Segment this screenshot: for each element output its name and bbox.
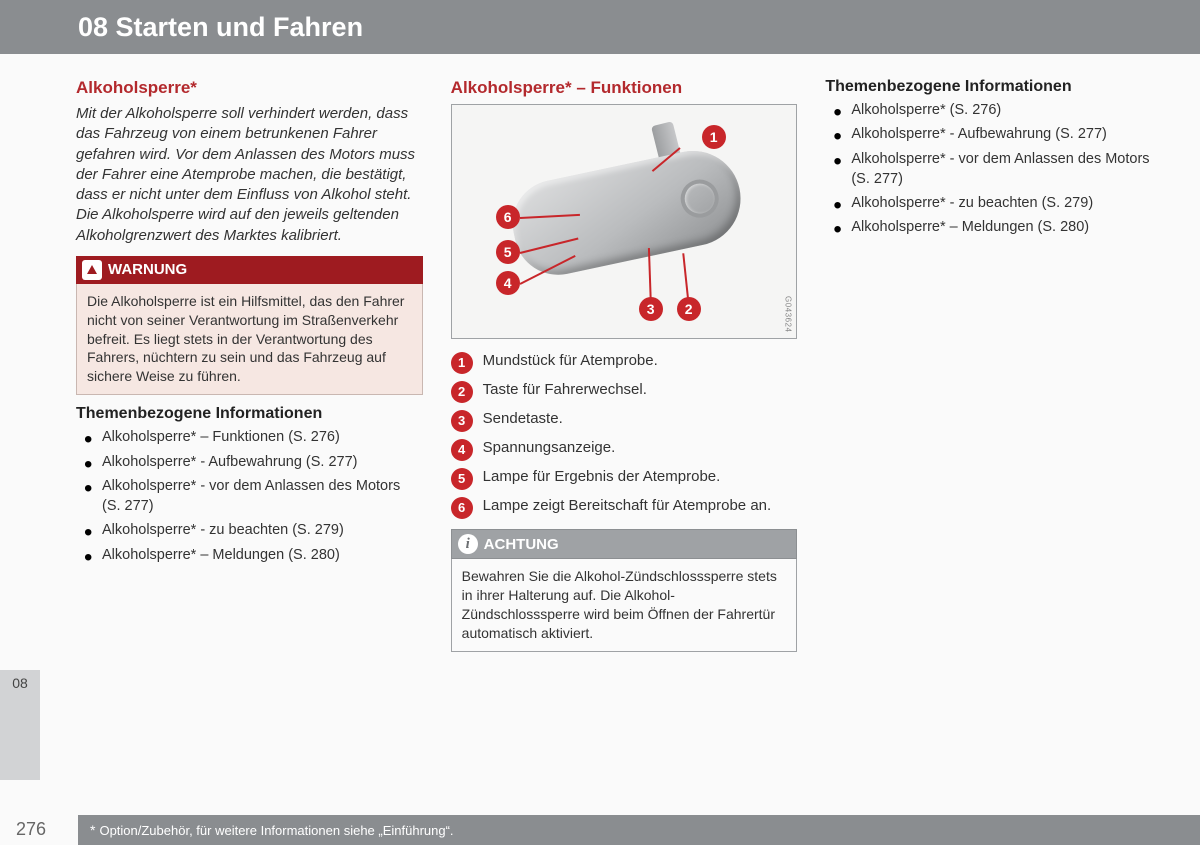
note-body: Bewahren Sie die Alkohol-Zündschlosssper… xyxy=(451,559,798,652)
list-item: Alkoholsperre* - zu beachten (S. 279) xyxy=(80,520,423,540)
legend-item: 4Spannungsanzeige. xyxy=(451,438,798,461)
image-code: G043624 xyxy=(783,296,792,332)
list-item: Alkoholsperre* – Funktionen (S. 276) xyxy=(80,427,423,447)
callout-5: 5 xyxy=(496,240,520,264)
callout-6: 6 xyxy=(496,205,520,229)
page-content: Alkoholsperre* Mit der Alkoholsperre sol… xyxy=(76,78,1172,775)
callout-2: 2 xyxy=(677,297,701,321)
warning-icon xyxy=(82,260,102,280)
section-title-2: Alkoholsperre* – Funktionen xyxy=(451,78,798,98)
related-list-1: Alkoholsperre* – Funktionen (S. 276) Alk… xyxy=(76,427,423,565)
list-item: Alkoholsperre* (S. 276) xyxy=(829,100,1172,120)
warning-box: WARNUNG Die Alkoholsperre ist ein Hilfsm… xyxy=(76,256,423,395)
list-item: Alkoholsperre* - Aufbewahrung (S. 277) xyxy=(829,124,1172,144)
warning-body: Die Alkoholsperre ist ein Hilfsmittel, d… xyxy=(76,284,423,395)
legend-item: 5Lampe für Ergebnis der Atemprobe. xyxy=(451,467,798,490)
related-heading-1: Themenbezogene Informationen xyxy=(76,405,423,423)
column-2: Alkoholsperre* – Funktionen 1 2 3 4 5 6 … xyxy=(451,78,798,775)
list-item: Alkoholsperre* - Aufbewahrung (S. 277) xyxy=(80,452,423,472)
callout-4: 4 xyxy=(496,271,520,295)
list-item: Alkoholsperre* – Meldungen (S. 280) xyxy=(829,217,1172,237)
figure-legend: 1Mundstück für Atemprobe. 2Taste für Fah… xyxy=(451,351,798,519)
warning-header: WARNUNG xyxy=(76,256,423,284)
chapter-header: 08 Starten und Fahren xyxy=(0,0,1200,54)
legend-item: 2Taste für Fahrerwechsel. xyxy=(451,380,798,403)
related-list-3: Alkoholsperre* (S. 276) Alkoholsperre* -… xyxy=(825,100,1172,238)
note-title: ACHTUNG xyxy=(484,536,559,553)
column-1: Alkoholsperre* Mit der Alkoholsperre sol… xyxy=(76,78,423,775)
chapter-title: 08 Starten und Fahren xyxy=(78,12,363,43)
legend-item: 3Sendetaste. xyxy=(451,409,798,432)
legend-item: 1Mundstück für Atemprobe. xyxy=(451,351,798,374)
asterisk-icon: * xyxy=(90,822,95,838)
device-shape xyxy=(504,142,749,283)
note-header: i ACHTUNG xyxy=(451,529,798,559)
footer-note: Option/Zubehör, für weitere Informatione… xyxy=(99,823,453,838)
page-number: 276 xyxy=(16,819,46,840)
list-item: Alkoholsperre* - zu beachten (S. 279) xyxy=(829,193,1172,213)
callout-3: 3 xyxy=(639,297,663,321)
list-item: Alkoholsperre* - vor dem Anlassen des Mo… xyxy=(80,476,423,517)
note-box: i ACHTUNG Bewahren Sie die Alkohol-Zünds… xyxy=(451,529,798,652)
device-figure: 1 2 3 4 5 6 G043624 xyxy=(451,104,798,339)
column-3: Themenbezogene Informationen Alkoholsper… xyxy=(825,78,1172,775)
intro-text: Mit der Alkoholsperre soll verhindert we… xyxy=(76,104,423,246)
chapter-side-tab: 08 xyxy=(0,670,40,780)
warning-title: WARNUNG xyxy=(108,261,187,278)
footer-bar: * Option/Zubehör, für weitere Informatio… xyxy=(78,815,1200,845)
list-item: Alkoholsperre* – Meldungen (S. 280) xyxy=(80,545,423,565)
callout-1: 1 xyxy=(702,125,726,149)
side-tab-label: 08 xyxy=(12,675,28,691)
info-icon: i xyxy=(458,534,478,554)
section-title-1: Alkoholsperre* xyxy=(76,78,423,98)
legend-item: 6Lampe zeigt Bereitschaft für Atemprobe … xyxy=(451,496,798,519)
related-heading-3: Themenbezogene Informationen xyxy=(825,78,1172,96)
list-item: Alkoholsperre* - vor dem Anlassen des Mo… xyxy=(829,149,1172,190)
